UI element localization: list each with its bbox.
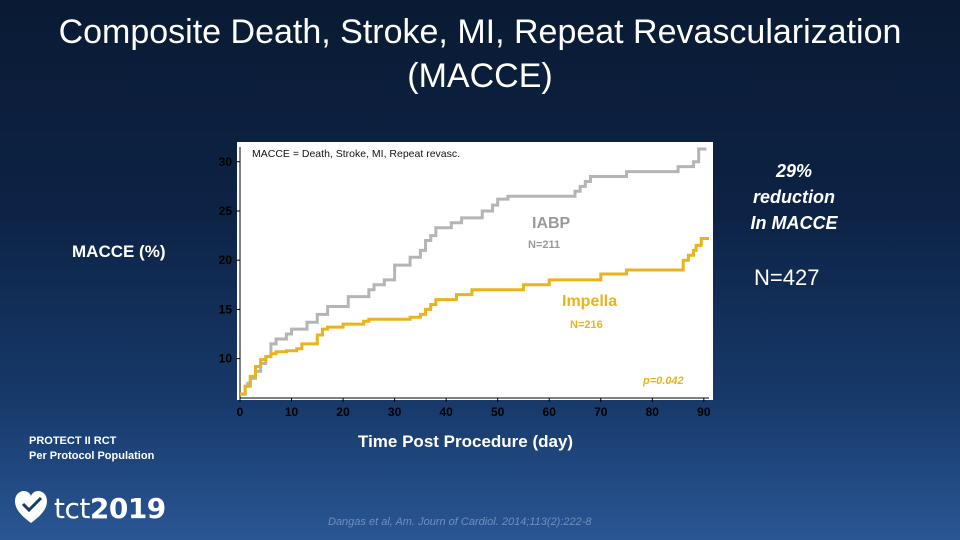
definition-annotation: MACCE = Death, Stroke, MI, Repeat revasc… [252,148,460,160]
x-tick-label: 40 [439,405,453,419]
series-line-impella [240,237,709,396]
x-tick-label: 60 [543,405,557,419]
x-tick-label: 30 [388,405,402,419]
x-axis-label: Time Post Procedure (day) [358,432,574,451]
callout-line-2: reduction [752,187,835,207]
logo-text-year: 2019 [89,491,166,525]
y-tick-label: 20 [219,253,233,267]
series-line-iabp [240,147,707,396]
total-n-label: N=427 [754,265,820,290]
study-line-2: Per Protocol Population [29,450,155,462]
slide-title: Composite Death, Stroke, MI, Repeat Reva… [0,10,960,98]
callout-line-3: In MACCE [750,213,838,233]
study-info: PROTECT II RCT Per Protocol Population [29,434,154,464]
impella-n-label: N=216 [570,319,603,331]
y-tick-label: 30 [219,155,233,169]
citation: Dangas et al, Am. Journ of Cardiol. 2014… [328,516,592,528]
x-tick-label: 0 [237,405,244,419]
heart-icon [15,491,47,523]
callout-line-1: 29% [775,161,813,181]
logo-text: tct2019 [54,492,166,525]
y-axis-label: MACCE (%) [72,242,166,261]
p-value-annotation: p=0.042 [642,375,684,387]
iabp-series-label: IABP [532,215,571,232]
study-line-1: PROTECT II RCT [29,435,117,447]
title-line-1: Composite Death, Stroke, MI, Repeat Reva… [58,13,902,51]
title-line-2: (MACCE) [407,57,553,95]
x-tick-label: 90 [697,405,711,419]
x-tick-label: 20 [336,405,350,419]
impella-series-label: Impella [562,293,617,310]
tct-logo: tct2019 [14,490,166,526]
y-tick-label: 10 [219,352,233,366]
iabp-n-label: N=211 [528,239,560,251]
x-tick-label: 70 [594,405,608,419]
x-tick-label: 10 [285,405,299,419]
logo-text-main: tct [54,491,90,525]
y-tick-label: 15 [219,302,233,316]
x-tick-label: 80 [646,405,660,419]
reduction-callout: 29% reduction In MACCE [735,158,853,236]
y-tick-label: 25 [219,204,233,218]
axes-layer: 10 15 20 25 30 0 10 20 30 40 50 60 70 80 90 [219,147,711,419]
x-tick-label: 50 [491,405,505,419]
series-layer [240,147,709,396]
